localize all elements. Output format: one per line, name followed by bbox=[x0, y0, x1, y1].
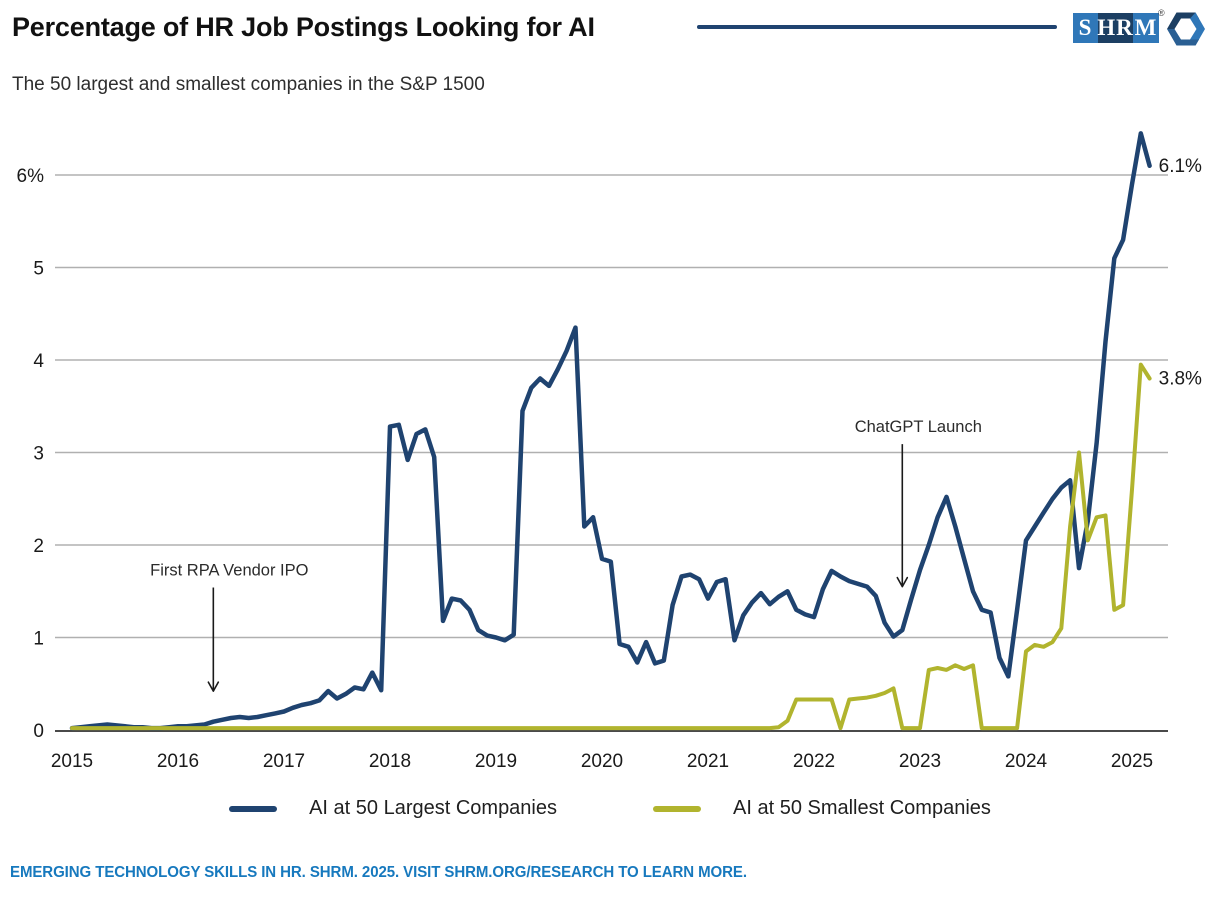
x-axis-tick-label: 2025 bbox=[1111, 751, 1153, 772]
series-end-value-label: 6.1% bbox=[1159, 156, 1202, 177]
annotation-arrowhead-icon bbox=[896, 576, 909, 588]
x-axis-tick-label: 2023 bbox=[899, 751, 941, 772]
shrm-logo-block-s: S bbox=[1073, 13, 1098, 43]
x-axis-tick-label: 2022 bbox=[793, 751, 835, 772]
y-axis-tick-label: 0 bbox=[33, 721, 44, 742]
annotation-arrowhead-icon bbox=[207, 681, 220, 692]
legend-item-smallest: AI at 50 Smallest Companies bbox=[653, 797, 991, 820]
y-axis-tick-label: 3 bbox=[33, 444, 44, 465]
annotation-label: ChatGPT Launch bbox=[855, 418, 982, 436]
x-axis-tick-label: 2021 bbox=[687, 751, 729, 772]
legend-item-largest: AI at 50 Largest Companies bbox=[229, 797, 557, 820]
x-axis-tick-label: 2020 bbox=[581, 751, 623, 772]
shrm-hexagon-icon bbox=[1167, 12, 1205, 46]
x-axis-tick-label: 2018 bbox=[369, 751, 411, 772]
chart-legend: AI at 50 Largest Companies AI at 50 Smal… bbox=[0, 797, 1220, 820]
registered-trademark-symbol: ® bbox=[1158, 8, 1165, 18]
x-axis-tick-label: 2015 bbox=[51, 751, 93, 772]
shrm-logo: S HR M bbox=[1073, 13, 1159, 43]
x-axis-tick-label: 2016 bbox=[157, 751, 199, 772]
y-axis-tick-label: 6% bbox=[17, 166, 45, 187]
annotation-label: First RPA Vendor IPO bbox=[150, 562, 309, 580]
y-axis-tick-label: 1 bbox=[33, 629, 44, 650]
series-line-largest-companies bbox=[69, 131, 1152, 731]
source-footer: EMERGING TECHNOLOGY SKILLS IN HR. SHRM. … bbox=[10, 864, 747, 881]
y-axis-tick-label: 5 bbox=[33, 259, 44, 280]
y-axis-tick-label: 2 bbox=[33, 536, 44, 557]
shrm-logo-block-hr: HR bbox=[1097, 13, 1133, 43]
legend-label-smallest: AI at 50 Smallest Companies bbox=[733, 797, 991, 819]
line-chart: 0 1 2 3 4 5 6% 2015 2016 2017 2018 2019 2020 2021 2022… bbox=[17, 131, 1202, 772]
x-axis-tick-label: 2019 bbox=[475, 751, 517, 772]
title-rule bbox=[697, 25, 1057, 29]
page-title: Percentage of HR Job Postings Looking fo… bbox=[12, 12, 595, 42]
page-subtitle: The 50 largest and smallest companies in… bbox=[12, 74, 485, 95]
x-axis-tick-label: 2017 bbox=[263, 751, 305, 772]
x-axis-tick-label: 2024 bbox=[1005, 751, 1048, 772]
legend-swatch-largest bbox=[229, 805, 278, 812]
shrm-logo-block-m: M bbox=[1133, 13, 1159, 43]
series-end-value-label: 3.8% bbox=[1159, 369, 1202, 390]
legend-swatch-smallest bbox=[653, 805, 701, 812]
legend-label-largest: AI at 50 Largest Companies bbox=[309, 797, 557, 819]
series-line-smallest-companies bbox=[70, 362, 1152, 731]
y-axis-tick-label: 4 bbox=[33, 351, 44, 372]
